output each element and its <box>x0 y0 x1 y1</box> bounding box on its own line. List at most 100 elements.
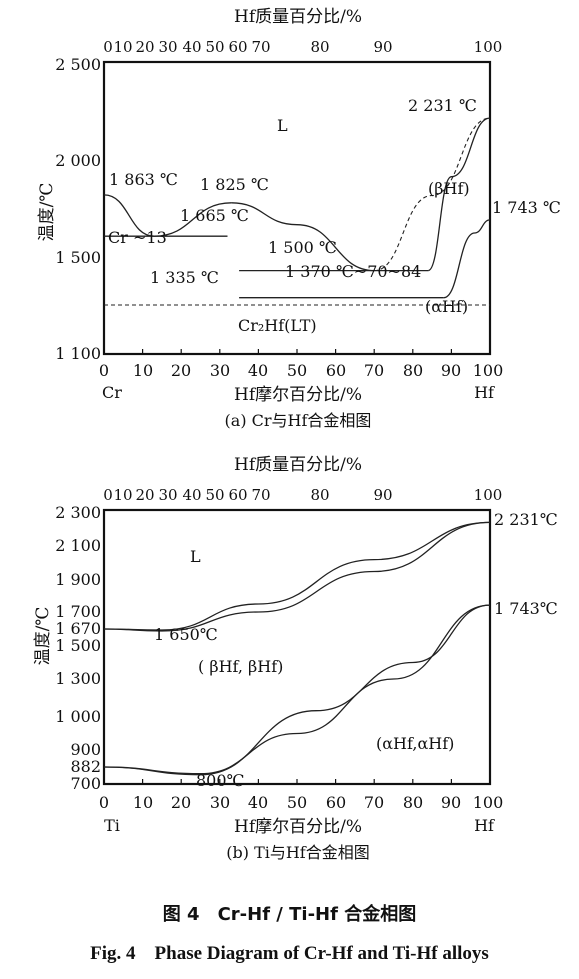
annotation: 800℃ <box>196 771 244 790</box>
top-tick-label: 100 <box>474 486 503 504</box>
x-tick-label: 20 <box>171 361 191 380</box>
y-tick-label: 1 500 <box>55 248 101 267</box>
top-tick-label: 10 <box>113 38 132 56</box>
x-tick-label: 100 <box>473 793 504 812</box>
y-tick-labels: 2 500 2 000 1 500 1 100 <box>55 55 101 363</box>
x-end-label-left: Ti <box>104 816 120 835</box>
x-tick-label: 90 <box>441 361 461 380</box>
top-tick-label: 0 <box>103 486 113 504</box>
y-tick-label: 1 700 <box>55 602 101 621</box>
figure-caption-en: Fig. 4 Phase Diagram of Cr-Hf and Ti-Hf … <box>90 943 489 964</box>
y-tick-label: 1 670 <box>55 619 101 638</box>
figure-caption-cn: 图 4 Cr-Hf / Ti-Hf 合金相图 <box>162 904 417 925</box>
phase-boundary-line <box>103 604 491 776</box>
x-end-label-right: Hf <box>474 383 495 402</box>
annotation: L <box>277 116 288 135</box>
top-tick-label: 50 <box>205 486 224 504</box>
top-tick-label: 90 <box>373 486 392 504</box>
phase-lines-b <box>103 521 491 776</box>
annotation: 1 665 ℃ <box>180 206 249 225</box>
x-tick-label: 60 <box>326 793 346 812</box>
annotation: 2 231℃ <box>494 510 558 529</box>
top-tick-labels: 0 10 20 30 40 50 60 70 80 90 100 <box>103 38 502 56</box>
phase-boundary-line <box>427 117 491 272</box>
ti-hf-phase-diagram: Hf质量百分比/% 0 10 20 30 40 50 60 70 80 90 1… <box>33 455 558 862</box>
top-tick-label: 60 <box>228 486 247 504</box>
y-tick-label: 1 900 <box>55 570 101 589</box>
x-tick-label: 70 <box>364 793 384 812</box>
x-tick-label: 30 <box>210 361 230 380</box>
subfigure-caption: (b) Ti与Hf合金相图 <box>226 843 369 862</box>
phase-boundary-line <box>103 521 491 632</box>
top-tick-labels: 0 10 20 30 40 50 60 70 80 90 100 <box>103 486 502 504</box>
y-axis-label: 温度/℃ <box>37 183 57 242</box>
top-tick-label: 80 <box>310 486 329 504</box>
top-tick-label: 20 <box>135 486 154 504</box>
annotation: L <box>190 547 201 566</box>
x-tick-label: 80 <box>403 793 423 812</box>
y-tick-label: 2 500 <box>55 55 101 74</box>
top-tick-label: 90 <box>373 38 392 56</box>
annotation: 1 743℃ <box>494 599 558 618</box>
top-tick-label: 60 <box>228 38 247 56</box>
y-tick-label: 2 100 <box>55 536 101 555</box>
annotation: Cr ~13 <box>108 228 167 247</box>
x-tick-labels: 0 10 20 30 40 50 60 70 80 90 100 <box>99 793 503 812</box>
y-tick-label: 882 <box>70 757 101 776</box>
x-ticks-a <box>103 349 491 354</box>
y-tick-labels: 2 300 2 100 1 900 1 700 1 670 1 500 1 30… <box>55 503 101 793</box>
phase-boundary-line <box>374 117 491 272</box>
y-axis-label: 温度/℃ <box>33 607 53 666</box>
annotation: 1 370 ℃~70~84 <box>285 262 421 281</box>
y-tick-label: 1 500 <box>55 636 101 655</box>
y-tick-label: 2 000 <box>55 151 101 170</box>
annotation: 1 335 ℃ <box>150 268 219 287</box>
top-axis-label: Hf质量百分比/% <box>234 7 362 27</box>
top-tick-label: 100 <box>474 38 503 56</box>
top-tick-label: 40 <box>182 38 201 56</box>
x-tick-label: 60 <box>326 361 346 380</box>
phase-boundary-line <box>103 521 491 631</box>
y-tick-label: 1 000 <box>55 707 101 726</box>
y-tick-label: 1 100 <box>55 344 101 363</box>
top-tick-label: 40 <box>182 486 201 504</box>
annotation: 1 650℃ <box>154 625 218 644</box>
top-tick-label: 80 <box>310 38 329 56</box>
x-tick-label: 50 <box>287 361 307 380</box>
x-end-label-left: Cr <box>102 383 122 402</box>
top-axis-label: Hf质量百分比/% <box>234 455 362 475</box>
x-tick-label: 20 <box>171 793 191 812</box>
y-tick-label: 2 300 <box>55 503 101 522</box>
top-tick-label: 70 <box>251 38 270 56</box>
top-tick-label: 30 <box>158 38 177 56</box>
annotations-b: L 2 231℃ 1 650℃ 1 743℃ ( βHf, βHf) (αHf,… <box>154 510 558 790</box>
x-tick-labels: 0 10 20 30 40 50 60 70 80 90 100 <box>99 361 503 380</box>
phase-boundary-line <box>231 202 375 272</box>
top-tick-label: 10 <box>113 486 132 504</box>
x-axis-label: Hf摩尔百分比/% <box>234 817 362 837</box>
x-tick-label: 40 <box>248 361 268 380</box>
x-tick-label: 100 <box>473 361 504 380</box>
x-tick-label: 50 <box>287 793 307 812</box>
phase-lines-a <box>103 117 491 306</box>
phase-boundary-line <box>443 219 491 299</box>
annotation: (αHf,αHf) <box>376 734 454 753</box>
x-ticks-b <box>103 779 491 784</box>
phase-boundary-line <box>103 604 491 775</box>
x-tick-label: 80 <box>403 361 423 380</box>
x-tick-label: 70 <box>364 361 384 380</box>
top-tick-label: 30 <box>158 486 177 504</box>
subfigure-caption: (a) Cr与Hf合金相图 <box>225 411 372 430</box>
annotation: 1 863 ℃ <box>109 170 178 189</box>
cr-hf-phase-diagram: Hf质量百分比/% 0 10 20 30 40 50 60 70 80 90 1… <box>37 7 561 430</box>
x-tick-label: 90 <box>441 793 461 812</box>
annotation: (βHf) <box>428 179 470 198</box>
x-tick-label: 0 <box>99 361 109 380</box>
x-axis-label: Hf摩尔百分比/% <box>234 385 362 405</box>
annotation: 2 231 ℃ <box>408 96 477 115</box>
top-tick-label: 0 <box>103 38 113 56</box>
top-tick-label: 50 <box>205 38 224 56</box>
x-tick-label: 0 <box>99 793 109 812</box>
x-tick-label: 30 <box>210 793 230 812</box>
y-tick-label: 900 <box>70 740 101 759</box>
